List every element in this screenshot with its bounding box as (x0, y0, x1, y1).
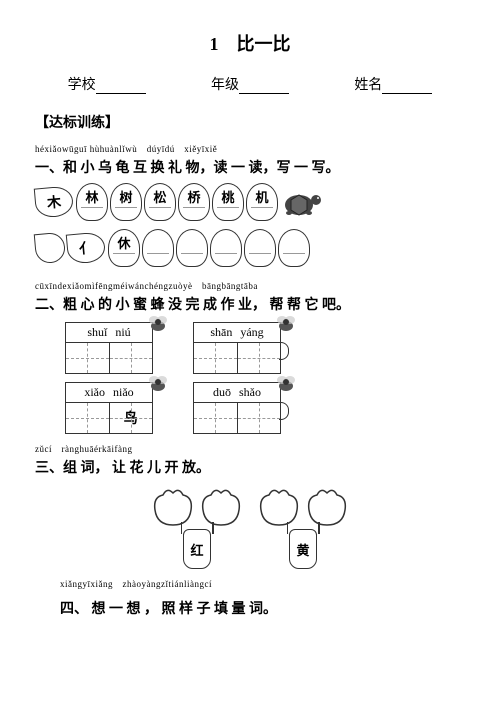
pinyin-label: niú (115, 325, 130, 340)
school-field[interactable]: 学校 (68, 74, 146, 94)
brush-item: 林 (76, 183, 108, 221)
brush-item: 休 (108, 229, 140, 267)
q3-pinyin: zǔcí rànghuāérkāifàng (35, 442, 465, 455)
bee-icon (274, 312, 299, 334)
q1-pinyin: héxiǎowūguī hùhuànlǐwù dúyīdú xiěyīxiě (35, 142, 465, 155)
pinyin-label: xiǎo (84, 385, 105, 400)
cup-handle (279, 402, 289, 420)
pinyin-label: duō (213, 385, 231, 400)
vase-label: 红 (183, 529, 211, 569)
q1-text: 一、和 小 乌 龟 互 换 礼 物，读 一 读，写 一 写。 (35, 157, 465, 177)
cup-handle (279, 342, 289, 360)
brush-blank[interactable] (244, 229, 276, 267)
bee-icon (274, 372, 299, 394)
brush-item: 树 (110, 183, 142, 221)
flower-diagram: 红 黄 (35, 485, 465, 569)
writing-box[interactable]: shān yáng (193, 322, 281, 374)
name-field[interactable]: 姓名 (354, 74, 432, 94)
flower-icon (149, 485, 197, 530)
turtle-icon (279, 185, 324, 220)
q2-text: 二、粗 心 的 小 蜜 蜂 没 完 成 作 业， 帮 帮 它 吧。 (35, 294, 465, 314)
vase-label: 黄 (289, 529, 317, 569)
brush-blank[interactable] (176, 229, 208, 267)
q1-row-a: 木 林 树 松 桥 桃 机 (35, 183, 465, 221)
brush-item: 松 (144, 183, 176, 221)
bee-icon (146, 372, 171, 394)
flower-group-yellow[interactable]: 黄 (255, 485, 351, 569)
pinyin-label: shān (210, 325, 232, 340)
leaf-empty[interactable] (34, 232, 67, 265)
q1-row-b: 亻 休 (35, 229, 465, 267)
filled-char: 鸟 (110, 403, 153, 433)
pinyin-label: niǎo (113, 385, 134, 400)
brush-item: 桃 (212, 183, 244, 221)
q2-row-1: shuǐniú shān yáng (65, 322, 465, 374)
brush-item: 桥 (178, 183, 210, 221)
pinyin-label: yáng (240, 325, 263, 340)
section-header: 【达标训练】 (35, 112, 465, 132)
pinyin-label: shuǐ (87, 325, 107, 340)
leaf-ren: 亻 (66, 231, 106, 264)
flower-group-red[interactable]: 红 (149, 485, 245, 569)
brush-blank[interactable] (210, 229, 242, 267)
leaf-mu: 木 (34, 185, 74, 218)
student-info-row: 学校 年级 姓名 (35, 74, 465, 94)
writing-box[interactable]: shuǐniú (65, 322, 153, 374)
q3-text: 三、组 词， 让 花 儿 开 放。 (35, 457, 465, 477)
brush-blank[interactable] (278, 229, 310, 267)
pinyin-label: shǎo (239, 385, 261, 400)
grade-field[interactable]: 年级 (211, 74, 289, 94)
brush-blank[interactable] (142, 229, 174, 267)
q2-pinyin: cūxīndexiǎomìfēngméiwánchéngzuòyè bāngbā… (35, 279, 465, 292)
q2-row-2: xiǎo niǎo 鸟 duōshǎo (65, 382, 465, 434)
q4-text: 四、 想 一 想 ， 照 样 子 填 量 词。 (60, 598, 465, 618)
worksheet-title: 1 比一比 (35, 30, 465, 56)
writing-box[interactable]: xiǎo niǎo 鸟 (65, 382, 153, 434)
flower-icon (303, 485, 351, 530)
writing-box[interactable]: duōshǎo (193, 382, 281, 434)
q4-pinyin: xiǎngyīxiǎng zhàoyàngzǐtiánliàngcí (60, 577, 465, 590)
brush-item: 机 (246, 183, 278, 221)
flower-icon (197, 485, 245, 530)
flower-icon (255, 485, 303, 530)
bee-icon (146, 312, 171, 334)
